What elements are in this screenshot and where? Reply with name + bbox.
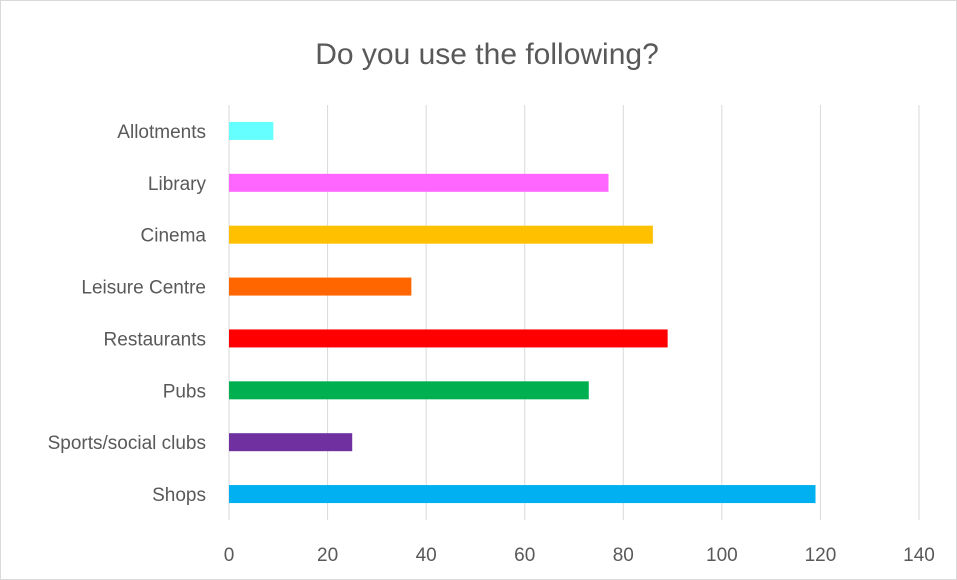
bar-leisure-centre [229, 277, 412, 296]
category-label: Shops [152, 485, 206, 506]
x-tick-label: 20 [317, 545, 338, 566]
bar-pubs [229, 381, 589, 400]
x-tick-label: 120 [805, 545, 837, 566]
x-tick-label: 40 [416, 545, 437, 566]
bar-cinema [229, 225, 653, 244]
category-label: Sports/social clubs [48, 433, 206, 454]
x-tick-label: 80 [613, 545, 634, 566]
x-tick-label: 140 [903, 545, 935, 566]
chart-title: Do you use the following? [315, 38, 659, 71]
bar-allotments [229, 121, 274, 140]
bar-restaurants [229, 329, 668, 348]
category-label: Cinema [141, 226, 207, 247]
category-labels: Allotments Library Cinema Leisure Centre Res… [48, 122, 207, 506]
category-label: Library [148, 174, 207, 195]
gridlines [228, 105, 920, 520]
x-tick-labels: 0 20 40 60 80 100 120 140 [224, 545, 935, 566]
x-tick-label: 0 [224, 545, 235, 566]
bar-sports-social-clubs [229, 433, 353, 452]
x-tick-label: 100 [706, 545, 738, 566]
bars [229, 121, 816, 504]
bar-library [229, 173, 609, 192]
category-label: Leisure Centre [81, 278, 206, 299]
bar-shops [229, 485, 816, 504]
category-label: Restaurants [104, 329, 206, 350]
category-label: Pubs [163, 381, 206, 402]
category-label: Allotments [117, 122, 206, 143]
x-tick-label: 60 [514, 545, 535, 566]
